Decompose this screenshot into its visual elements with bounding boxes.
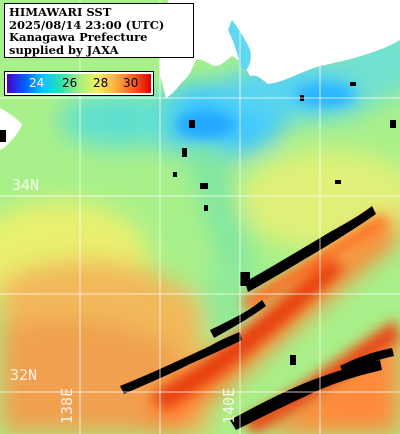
scale-label-28: 28 [93, 76, 109, 90]
lat-label-34n: 34N [12, 176, 40, 194]
title-line-datetime: 2025/08/14 23:00 (UTC) [9, 17, 165, 32]
missing-streak-3 [120, 332, 242, 394]
land-bay-cut [228, 20, 251, 70]
lon-label-140e: 140E [220, 387, 238, 424]
scale-label-30: 30 [123, 76, 139, 90]
title-line-credit: supplied by JAXA [9, 42, 119, 57]
title-line-region: Kanagawa Prefecture [9, 30, 148, 44]
scale-label-26: 26 [62, 76, 78, 90]
color-scale-bar [7, 74, 151, 93]
scale-label-24: 24 [29, 76, 45, 90]
color-scale-legend: 24 26 28 30 [4, 71, 154, 96]
missing-streak-2 [210, 300, 266, 338]
land-kanagawa [159, 0, 400, 98]
missing-streak-1 [245, 206, 376, 292]
missing-streak-4 [230, 360, 382, 430]
lat-label-32n: 32N [10, 366, 38, 384]
title-box: HIMAWARI SST 2025/08/14 23:00 (UTC) Kana… [4, 3, 194, 58]
lon-label-138e: 138E [58, 387, 76, 424]
title-line-product: HIMAWARI SST [9, 5, 112, 19]
missing-streak-5 [340, 348, 394, 374]
